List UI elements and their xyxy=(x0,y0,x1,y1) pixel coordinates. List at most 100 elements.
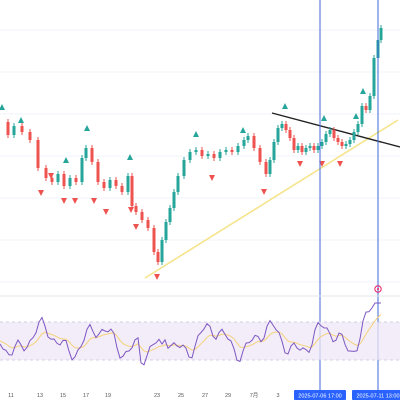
candles xyxy=(6,25,383,265)
rsi-pane xyxy=(0,302,400,366)
date-tick-label: 13 xyxy=(37,393,43,399)
candle xyxy=(288,127,292,141)
up-signal-icon xyxy=(18,117,24,123)
candle xyxy=(276,125,280,145)
date-tick-label: 17 xyxy=(83,393,89,399)
rsi-band xyxy=(0,322,400,360)
up-signal-icon xyxy=(84,125,90,131)
down-signal-icon xyxy=(128,207,134,213)
down-signal-icon xyxy=(103,209,109,215)
candle xyxy=(90,145,94,165)
candle xyxy=(6,119,10,138)
candle xyxy=(120,183,124,195)
candle xyxy=(372,55,376,99)
candle xyxy=(332,127,336,141)
candle xyxy=(284,121,288,133)
candle xyxy=(68,175,72,189)
down-signal-icon xyxy=(72,198,78,204)
down-signal-icon xyxy=(38,190,44,196)
resistance-trendline[interactable] xyxy=(271,112,400,148)
up-signal-icon xyxy=(127,154,133,160)
candle xyxy=(80,155,84,185)
up-signal-icon xyxy=(63,157,69,163)
candle xyxy=(336,135,340,145)
down-signal-icon xyxy=(133,224,139,230)
candle xyxy=(258,145,262,165)
alert-marker[interactable] xyxy=(374,285,382,293)
candle xyxy=(28,129,32,143)
candle xyxy=(242,137,246,149)
down-signal-icon xyxy=(48,173,54,179)
candle xyxy=(236,143,240,155)
candle xyxy=(328,127,332,137)
candle xyxy=(20,123,24,135)
candle xyxy=(168,205,172,225)
candle xyxy=(102,179,106,191)
date-marker-tag: 2025-07-11 13:00 xyxy=(352,390,400,400)
candle xyxy=(316,143,320,153)
up-signal-icon xyxy=(321,115,327,121)
candle xyxy=(304,145,308,155)
candle xyxy=(218,149,222,161)
up-signal-icon xyxy=(0,104,5,110)
candle xyxy=(280,121,284,131)
candle xyxy=(296,143,300,153)
candle xyxy=(324,131,328,145)
candle xyxy=(252,133,256,151)
candle xyxy=(264,159,268,177)
up-signal-icon xyxy=(360,88,366,94)
up-signal-icon xyxy=(193,131,199,137)
candle xyxy=(356,121,360,135)
candle xyxy=(130,173,134,209)
candle xyxy=(360,103,364,127)
down-signal-icon xyxy=(261,189,267,195)
candle xyxy=(300,143,304,155)
candle xyxy=(379,25,383,43)
candle xyxy=(188,149,192,163)
date-tick-label: 23 xyxy=(154,393,160,399)
candle xyxy=(230,147,234,155)
up-signal-icon xyxy=(353,113,359,119)
down-signal-icon xyxy=(337,161,343,167)
down-signal-icon xyxy=(91,198,97,204)
candle xyxy=(172,189,176,211)
alert-icon[interactable] xyxy=(374,285,382,293)
candle xyxy=(348,137,352,147)
candle xyxy=(182,157,186,179)
down-signal-icon xyxy=(209,175,215,181)
candle xyxy=(364,103,368,113)
candle xyxy=(114,177,118,189)
candle xyxy=(140,209,144,223)
candle xyxy=(344,141,348,149)
candle xyxy=(312,143,316,153)
candle xyxy=(146,217,150,231)
date-marker-label: 2025-07-06 17:00 xyxy=(298,394,341,400)
candle xyxy=(74,175,78,185)
date-tick-label: 25 xyxy=(178,393,184,399)
rsi-ma-line xyxy=(0,314,382,353)
candle xyxy=(206,151,210,159)
candle xyxy=(320,139,324,149)
signals xyxy=(0,88,366,280)
date-tick-label: 29 xyxy=(225,393,231,399)
date-tick-label: 15 xyxy=(60,393,66,399)
candle xyxy=(56,171,60,185)
candle xyxy=(96,159,100,185)
candle xyxy=(268,157,272,177)
candle xyxy=(246,133,250,143)
candle xyxy=(108,177,112,191)
down-signal-icon xyxy=(61,198,67,204)
candle xyxy=(160,237,164,265)
down-signal-icon xyxy=(154,274,160,280)
up-signal-icon xyxy=(240,127,246,133)
up-signal-icon xyxy=(282,103,288,109)
date-marker-label: 2025-07-11 13:00 xyxy=(356,394,399,400)
support-trendline[interactable] xyxy=(144,119,399,279)
candle xyxy=(84,145,88,161)
trendlines[interactable] xyxy=(144,112,400,279)
candle xyxy=(152,225,156,255)
candle xyxy=(352,129,356,143)
date-tick-label: 7月 xyxy=(250,392,259,399)
